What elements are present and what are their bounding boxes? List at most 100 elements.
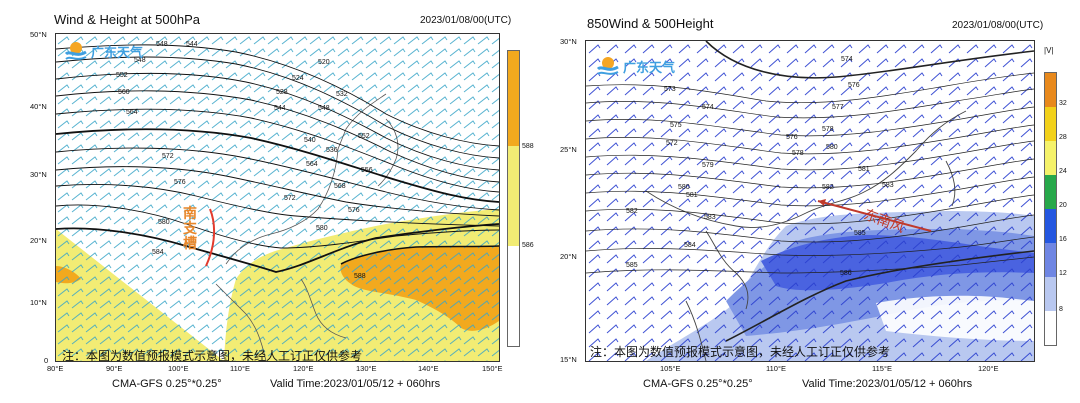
lon-label: 110°E (230, 364, 250, 373)
svg-text:581: 581 (686, 192, 698, 199)
svg-text:578: 578 (822, 126, 834, 133)
lon-label: 100°E (168, 364, 189, 373)
svg-text:536: 536 (326, 147, 338, 154)
right-model-label: CMA-GFS 0.25°*0.25° (643, 378, 753, 390)
svg-text:583: 583 (882, 182, 894, 189)
right-colorbar (1044, 72, 1057, 346)
lat-label: 15°N (560, 355, 577, 364)
svg-text:564: 564 (126, 109, 138, 116)
svg-text:524: 524 (292, 75, 304, 82)
svg-text:580: 580 (316, 225, 328, 232)
colorbar-label: 588 (522, 143, 534, 150)
svg-text:544: 544 (186, 41, 198, 48)
colorbar-label: 16 (1059, 236, 1067, 243)
colorbar-label: 8 (1059, 306, 1063, 313)
colorbar-label: 24 (1059, 168, 1067, 175)
right-title: 850Wind & 500Height (587, 16, 714, 31)
trough-line (205, 208, 216, 267)
svg-text:544: 544 (274, 105, 286, 112)
lat-label: 50°N (30, 30, 47, 39)
colorbar-title: |V| (1044, 46, 1054, 55)
right-disclaimer: 注：本图为数值预报模式示意图，未经人工订正仅供参考 (590, 345, 891, 359)
lat-label: 20°N (560, 252, 577, 261)
svg-text:584: 584 (684, 242, 696, 249)
left-contour-labels: 544 548 548 552 560 564 572 576 580 584 … (116, 41, 373, 280)
svg-text:532: 532 (336, 91, 348, 98)
left-date: 2023/01/08/00(UTC) (420, 15, 512, 26)
weather-logo-icon (596, 57, 619, 75)
logo-text: 广东天气 (91, 44, 144, 60)
svg-text:580: 580 (826, 144, 838, 151)
colorbar-label: 20 (1059, 202, 1067, 209)
lon-label: 140°E (418, 364, 439, 373)
lat-label: 10°N (30, 298, 47, 307)
svg-text:528: 528 (276, 89, 288, 96)
lon-label: 130°E (356, 364, 377, 373)
colorbar-label: 12 (1059, 270, 1067, 277)
svg-text:578: 578 (792, 150, 804, 157)
svg-text:576: 576 (786, 134, 798, 141)
right-panel: 850Wind & 500Height 2023/01/08/00(UTC) (540, 0, 1080, 403)
svg-text:548: 548 (156, 41, 168, 48)
right-valid-time: Valid Time:2023/01/05/12 + 060hrs (802, 378, 973, 390)
lon-label: 90°E (106, 364, 123, 373)
svg-text:586: 586 (840, 270, 852, 277)
svg-text:579: 579 (702, 162, 714, 169)
svg-text:588: 588 (354, 273, 366, 280)
svg-text:552: 552 (116, 72, 128, 79)
svg-text:582: 582 (626, 208, 638, 215)
lon-label: 115°E (872, 364, 892, 373)
svg-text:520: 520 (318, 59, 330, 66)
logo-text: 广东天气 (623, 59, 676, 75)
svg-text:556: 556 (361, 167, 373, 174)
left-panel: Wind & Height at 500hPa 2023/01/08/00(UT… (30, 12, 534, 390)
lon-label: 80°E (47, 364, 64, 373)
svg-text:573: 573 (664, 86, 676, 93)
svg-text:548: 548 (318, 105, 330, 112)
right-contour-labels: 574 573 574 576 575 576 577 578 579 580 … (626, 56, 894, 277)
svg-text:584: 584 (152, 249, 164, 256)
svg-text:576: 576 (848, 82, 860, 89)
colorbar-label: 32 (1059, 100, 1067, 107)
svg-text:581: 581 (858, 166, 870, 173)
lat-label: 25°N (560, 145, 577, 154)
left-disclaimer: 注：本图为数值预报模式示意图，未经人工订正仅供参考 (62, 349, 363, 362)
svg-text:568: 568 (334, 183, 346, 190)
lon-label: 110°E (766, 364, 786, 373)
lon-label: 150°E (482, 364, 503, 373)
svg-text:574: 574 (702, 104, 714, 111)
lat-label: 20°N (30, 236, 47, 245)
colorbar-label: 586 (522, 242, 534, 249)
south-trough-label: 南支槽 (183, 205, 197, 251)
svg-text:540: 540 (304, 137, 316, 144)
lat-label: 40°N (30, 102, 47, 111)
svg-text:576: 576 (348, 207, 360, 214)
lat-label: 30°N (560, 37, 577, 46)
left-logo: 广东天气 (64, 40, 143, 62)
svg-text:585: 585 (626, 262, 638, 269)
right-map: 574 573 574 576 575 576 577 578 579 580 … (585, 40, 1035, 362)
lat-label: 30°N (30, 170, 47, 179)
left-model-label: CMA-GFS 0.25°*0.25° (112, 378, 222, 390)
svg-text:583: 583 (704, 214, 716, 221)
lat-label: 0 (44, 356, 49, 365)
svg-text:582: 582 (822, 184, 834, 191)
svg-text:560: 560 (118, 89, 130, 96)
southeast-wind-arrow (817, 200, 932, 232)
svg-text:580: 580 (158, 219, 170, 226)
left-valid-time: Valid Time:2023/01/05/12 + 060hrs (270, 378, 441, 390)
svg-text:552: 552 (358, 133, 370, 140)
svg-text:580: 580 (678, 184, 690, 191)
weather-logo-icon (64, 42, 87, 60)
svg-text:574: 574 (841, 56, 853, 63)
lon-label: 120°E (978, 364, 999, 373)
lon-label: 105°E (660, 364, 681, 373)
svg-text:585: 585 (854, 230, 866, 237)
lon-label: 120°E (293, 364, 314, 373)
svg-text:564: 564 (306, 161, 318, 168)
svg-text:572: 572 (284, 195, 296, 202)
svg-text:548: 548 (134, 57, 146, 64)
svg-text:576: 576 (174, 179, 186, 186)
left-title: Wind & Height at 500hPa (54, 12, 200, 27)
left-colorbar (507, 50, 520, 347)
